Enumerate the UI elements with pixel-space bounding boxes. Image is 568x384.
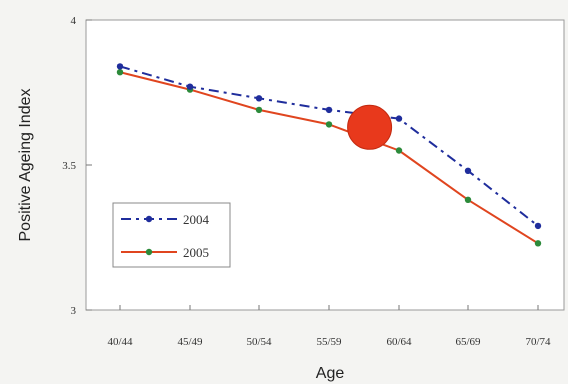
x-tick-label: 50/54 — [246, 336, 272, 348]
y-tick-label: 3.5 — [62, 160, 76, 172]
y-axis-title: Positive Ageing Index — [17, 89, 34, 242]
x-axis-title: Age — [316, 365, 345, 382]
data-point-2004 — [395, 115, 403, 122]
data-point-2005 — [255, 106, 263, 114]
x-axis-ticks: 40/44 45/49 50/54 55/59 60/64 65/69 70/74 — [107, 305, 551, 348]
x-tick-label: 55/59 — [316, 336, 342, 348]
data-point-2005 — [534, 240, 542, 247]
data-point-2004 — [464, 167, 472, 174]
x-tick-label: 60/64 — [386, 336, 412, 348]
legend-marker-2005 — [145, 248, 153, 256]
series-layer — [116, 63, 542, 247]
x-tick-label: 40/44 — [107, 336, 133, 348]
data-point-2004 — [116, 63, 124, 70]
legend-marker-2004 — [145, 215, 153, 223]
legend-label: 2004 — [183, 212, 210, 227]
data-point-2005 — [325, 121, 333, 128]
legend-label: 2005 — [183, 245, 209, 260]
highlight-marker — [347, 104, 393, 150]
y-tick-label: 3 — [71, 305, 77, 317]
data-point-2004 — [255, 95, 263, 102]
legend-box — [112, 202, 231, 268]
x-tick-label: 70/74 — [525, 336, 551, 348]
data-point-2004 — [186, 83, 194, 90]
y-axis-ticks: 33.54 — [62, 15, 92, 317]
legend: 2004 2005 — [112, 202, 231, 268]
data-point-2005 — [395, 147, 403, 154]
y-tick-label: 4 — [71, 15, 77, 27]
data-point-2005 — [464, 196, 472, 203]
x-tick-label: 65/69 — [455, 336, 481, 348]
data-point-2004 — [325, 106, 333, 114]
data-point-2004 — [534, 222, 542, 230]
x-tick-label: 45/49 — [177, 336, 203, 348]
data-point-2005 — [116, 69, 124, 76]
